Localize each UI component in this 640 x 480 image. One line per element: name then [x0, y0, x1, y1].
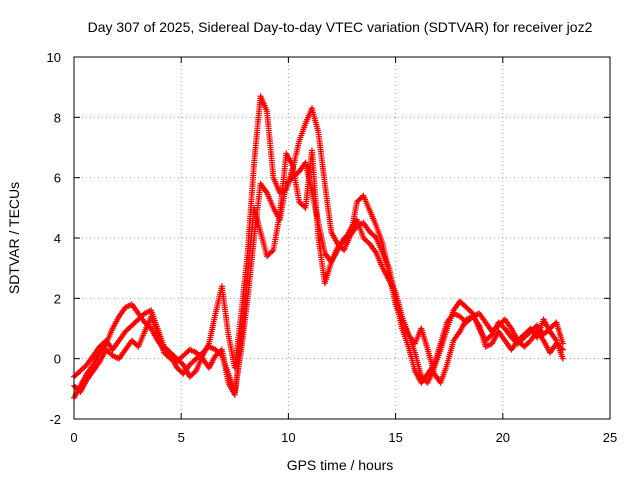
plot-frame — [73, 56, 611, 420]
data-point — [191, 368, 198, 375]
data-point — [559, 355, 566, 362]
series-trace-3 — [71, 147, 566, 398]
data-point — [559, 340, 566, 347]
data-layer — [71, 93, 566, 401]
y-tick-label: 2 — [54, 291, 61, 306]
y-tick-label: 10 — [47, 50, 61, 65]
x-tick-label: 0 — [70, 430, 77, 445]
y-tick-label: 8 — [54, 110, 61, 125]
data-point — [559, 346, 566, 353]
x-tick-label: 10 — [281, 430, 295, 445]
y-tick-label: -2 — [49, 412, 61, 427]
y-tick-label: 0 — [54, 352, 61, 367]
x-tick-label: 5 — [178, 430, 185, 445]
data-point — [372, 233, 379, 240]
x-tick-label: 25 — [603, 430, 617, 445]
x-axis-label: GPS time / hours — [287, 457, 394, 473]
y-axis-label: SDTVAR / TECUs — [6, 182, 22, 294]
chart-title: Day 307 of 2025, Sidereal Day-to-day VTE… — [88, 19, 593, 35]
y-tick-label: 6 — [54, 171, 61, 186]
data-point — [269, 248, 276, 255]
y-tick-label: 4 — [54, 231, 61, 246]
tick-label-layer: 0 5 10 15 20 25 -2 0 2 4 6 8 10 — [47, 50, 618, 445]
x-tick-label: 20 — [496, 430, 510, 445]
x-tick-label: 15 — [388, 430, 402, 445]
